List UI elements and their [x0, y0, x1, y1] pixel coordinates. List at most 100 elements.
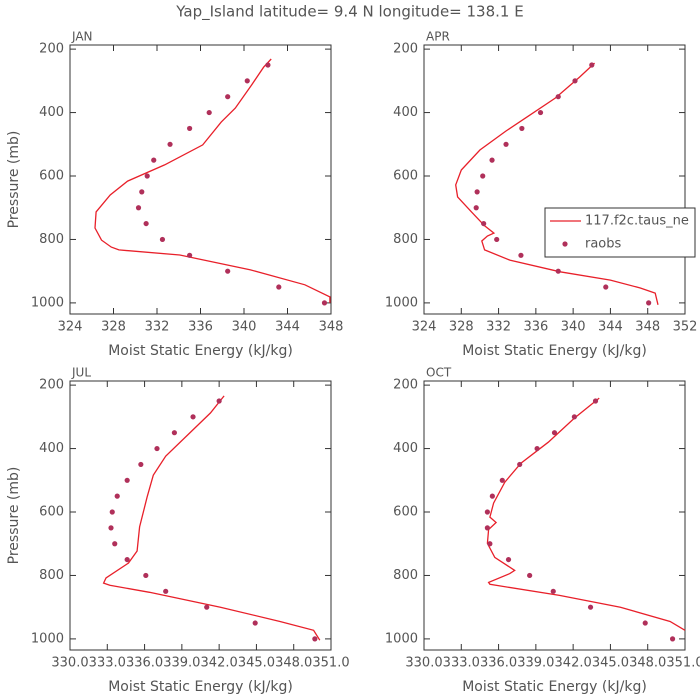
raob-point: [646, 300, 652, 306]
y-tick-label: 800: [393, 232, 418, 247]
x-tick-label: 342.0: [201, 656, 238, 671]
raob-point: [517, 461, 523, 468]
raob-point: [159, 236, 166, 243]
raob-point: [265, 62, 271, 68]
y-tick-label: 1000: [385, 631, 418, 646]
raob-point: [108, 525, 114, 531]
panel: OCT 330.0 333.0 336.0 339.0 342.0 345.0 348.0 35…: [385, 366, 700, 696]
raob-point: [669, 636, 676, 642]
y-tick-label: 1000: [31, 295, 64, 310]
raob-point: [499, 477, 505, 483]
raob-point: [642, 620, 648, 626]
x-tick-label: 332: [486, 320, 511, 335]
panel-title: JAN: [71, 30, 93, 44]
y-tick-label: 1000: [31, 631, 64, 646]
y-tick-label: 200: [39, 378, 64, 393]
y-tick-label: 800: [393, 568, 418, 583]
raob-point: [484, 509, 490, 515]
y-tick-label: 600: [393, 505, 418, 520]
x-tick-label: 336: [188, 320, 213, 335]
raob-point: [480, 173, 486, 179]
legend-box: [544, 207, 696, 258]
panel-title: JUL: [71, 366, 91, 380]
raob-point: [244, 78, 250, 84]
raob-point: [503, 141, 509, 147]
x-axis-label: Moist Static Energy (kJ/kg): [462, 343, 647, 359]
raob-point: [139, 189, 145, 195]
plot-frame: [423, 44, 686, 315]
x-tick-label: 348.0: [629, 656, 666, 671]
x-tick-label: 351.0: [666, 656, 700, 671]
model-line: [486, 397, 686, 631]
raob-point: [473, 205, 479, 211]
raob-point: [204, 604, 210, 610]
x-tick-label: 344: [275, 320, 300, 335]
raob-point: [252, 620, 258, 626]
legend-label: 117.f2c.taus_ne: [585, 214, 689, 229]
raob-point: [519, 125, 525, 132]
y-tick-label: 200: [393, 42, 418, 57]
x-tick-label: 330.0: [51, 656, 88, 671]
x-tick-label: 351.0: [312, 656, 349, 671]
raob-point: [572, 78, 578, 84]
x-tick-label: 348: [635, 320, 660, 335]
x-tick-label: 339.0: [163, 656, 200, 671]
x-tick-label: 342.0: [555, 656, 592, 671]
x-tick-label: 339.0: [517, 656, 554, 671]
raob-point: [527, 572, 533, 579]
raob-point: [489, 157, 495, 163]
raob-point: [187, 252, 193, 258]
raob-point: [143, 572, 149, 579]
panel: JUL 330.0 333.0 336.0 339.0 342.0 345.0 348.0 35…: [6, 366, 350, 696]
model-line: [94, 58, 331, 303]
panel: JAN 324 328 332 336 340 344 348 200 400 600 800 1000…: [6, 30, 343, 360]
y-axis-label: Pressure (mb): [6, 131, 22, 229]
y-tick-label: 400: [39, 441, 64, 456]
panel-title: APR: [426, 30, 450, 44]
model-line: [102, 395, 321, 641]
raob-point: [534, 445, 540, 452]
raob-point: [190, 414, 196, 420]
y-tick-label: 600: [393, 169, 418, 184]
raob-point: [550, 588, 556, 594]
raob-point: [587, 604, 594, 610]
x-tick-label: 324: [58, 320, 83, 335]
x-axis-label: Moist Static Energy (kJ/kg): [108, 343, 293, 359]
raob-point: [481, 220, 487, 227]
y-tick-label: 400: [393, 441, 418, 456]
raob-point: [144, 173, 150, 179]
plot-frame: [423, 380, 686, 651]
x-tick-label: 332: [145, 320, 170, 335]
raob-point: [555, 94, 561, 100]
y-tick-label: 400: [393, 105, 418, 120]
y-tick-label: 800: [39, 232, 64, 247]
raob-point: [484, 525, 490, 531]
x-tick-label: 328: [449, 320, 474, 335]
raob-point: [216, 398, 222, 404]
raob-point: [114, 493, 120, 499]
y-axis-label: Pressure (mb): [6, 467, 22, 565]
raob-point: [592, 398, 599, 404]
raob-point: [225, 94, 231, 100]
raob-point: [537, 109, 544, 116]
raob-point: [135, 205, 142, 211]
y-tick-label: 800: [39, 568, 64, 583]
panel: APR 324 328 332 336 340 344 348 352 200 400 600 800 1…: [385, 30, 698, 360]
raob-point: [154, 445, 160, 452]
x-tick-label: 352: [673, 320, 698, 335]
x-tick-label: 340: [232, 320, 257, 335]
raob-point: [489, 493, 495, 499]
x-tick-label: 336: [523, 320, 548, 335]
raob-point: [167, 141, 173, 147]
x-tick-label: 336.0: [480, 656, 517, 671]
y-tick-label: 200: [39, 42, 64, 57]
x-tick-label: 345.0: [238, 656, 275, 671]
raob-point: [138, 461, 144, 468]
model-line: [455, 62, 659, 305]
legend-swatch: [562, 241, 568, 247]
x-axis-label: Moist Static Energy (kJ/kg): [462, 679, 647, 695]
raob-point: [603, 284, 609, 290]
raob-point: [474, 189, 480, 195]
raob-point: [312, 636, 318, 642]
